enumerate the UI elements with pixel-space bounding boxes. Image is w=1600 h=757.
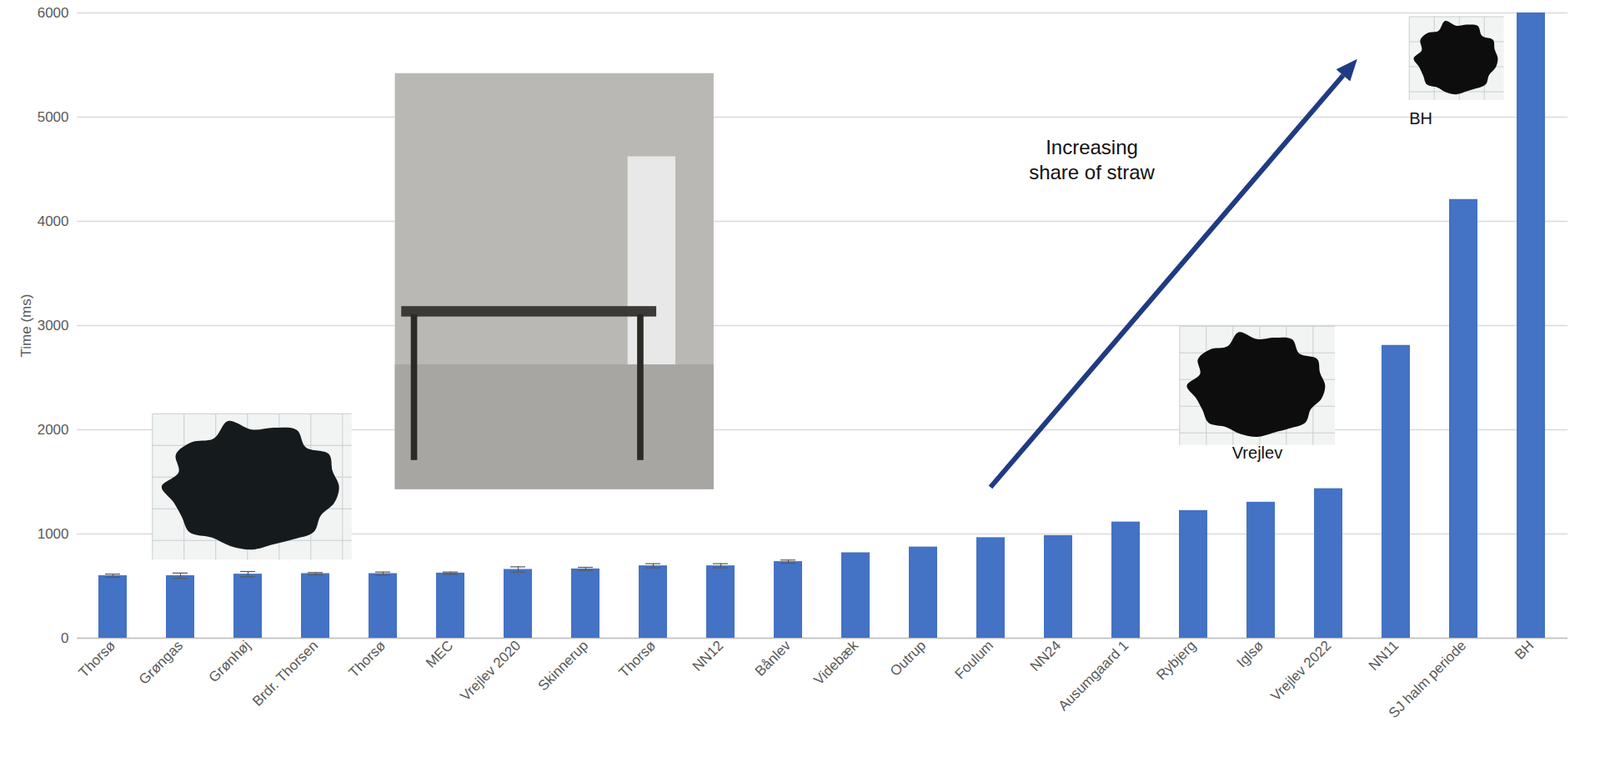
- svg-text:Outrup: Outrup: [887, 637, 929, 680]
- svg-text:BH: BH: [1511, 637, 1537, 663]
- svg-text:Time (ms): Time (ms): [18, 294, 35, 358]
- svg-text:Ausumgaard 1: Ausumgaard 1: [1055, 637, 1133, 715]
- svg-text:4000: 4000: [37, 213, 70, 230]
- svg-text:2000: 2000: [37, 421, 70, 438]
- svg-text:6000: 6000: [37, 5, 70, 21]
- svg-text:0: 0: [60, 630, 69, 647]
- svg-text:Videbæk: Videbæk: [811, 636, 863, 688]
- svg-text:1000: 1000: [37, 526, 70, 542]
- svg-text:Vrejlev 2022: Vrejlev 2022: [1267, 637, 1335, 705]
- svg-text:NN11: NN11: [1365, 637, 1402, 674]
- svg-text:Thorsø: Thorsø: [346, 637, 390, 682]
- svg-text:Foulum: Foulum: [952, 637, 998, 683]
- svg-text:5000: 5000: [37, 109, 70, 126]
- svg-text:Grøngas: Grøngas: [135, 637, 186, 688]
- svg-text:Increasingshare of straw: Increasingshare of straw: [1028, 135, 1155, 184]
- svg-text:NN12: NN12: [689, 637, 727, 675]
- svg-text:Rybjerg: Rybjerg: [1153, 637, 1199, 684]
- svg-text:Grønhøj: Grønhøj: [205, 637, 255, 687]
- svg-text:Thorsø: Thorsø: [616, 637, 660, 682]
- svg-text:Thorsø: Thorsø: [75, 637, 120, 682]
- svg-text:NN24: NN24: [1027, 637, 1064, 675]
- svg-text:BH: BH: [1409, 109, 1433, 128]
- svg-text:Iglsø: Iglsø: [1233, 637, 1267, 671]
- svg-text:Vrejlev 2020: Vrejlev 2020: [456, 637, 524, 705]
- svg-text:Bånlev: Bånlev: [752, 636, 795, 680]
- svg-text:Skinnerup: Skinnerup: [535, 637, 592, 695]
- svg-text:Vrejlev: Vrejlev: [1232, 443, 1283, 462]
- svg-text:MEC: MEC: [422, 637, 457, 672]
- svg-text:3000: 3000: [37, 317, 70, 334]
- svg-text:Brdr. Thorsen: Brdr. Thorsen: [249, 637, 322, 710]
- svg-text:SJ halm periode: SJ halm periode: [1385, 637, 1470, 722]
